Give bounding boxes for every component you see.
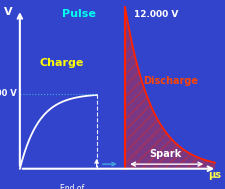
Text: 400 V: 400 V [0,89,16,98]
Text: End of: End of [60,184,84,189]
Text: Charge: Charge [39,58,84,68]
Text: μs: μs [207,170,220,180]
Text: Spark: Spark [149,149,181,159]
Text: V: V [3,7,12,17]
Text: 12.000 V: 12.000 V [133,10,178,19]
Text: Pulse: Pulse [62,9,96,19]
Text: Discharge: Discharge [142,76,197,86]
